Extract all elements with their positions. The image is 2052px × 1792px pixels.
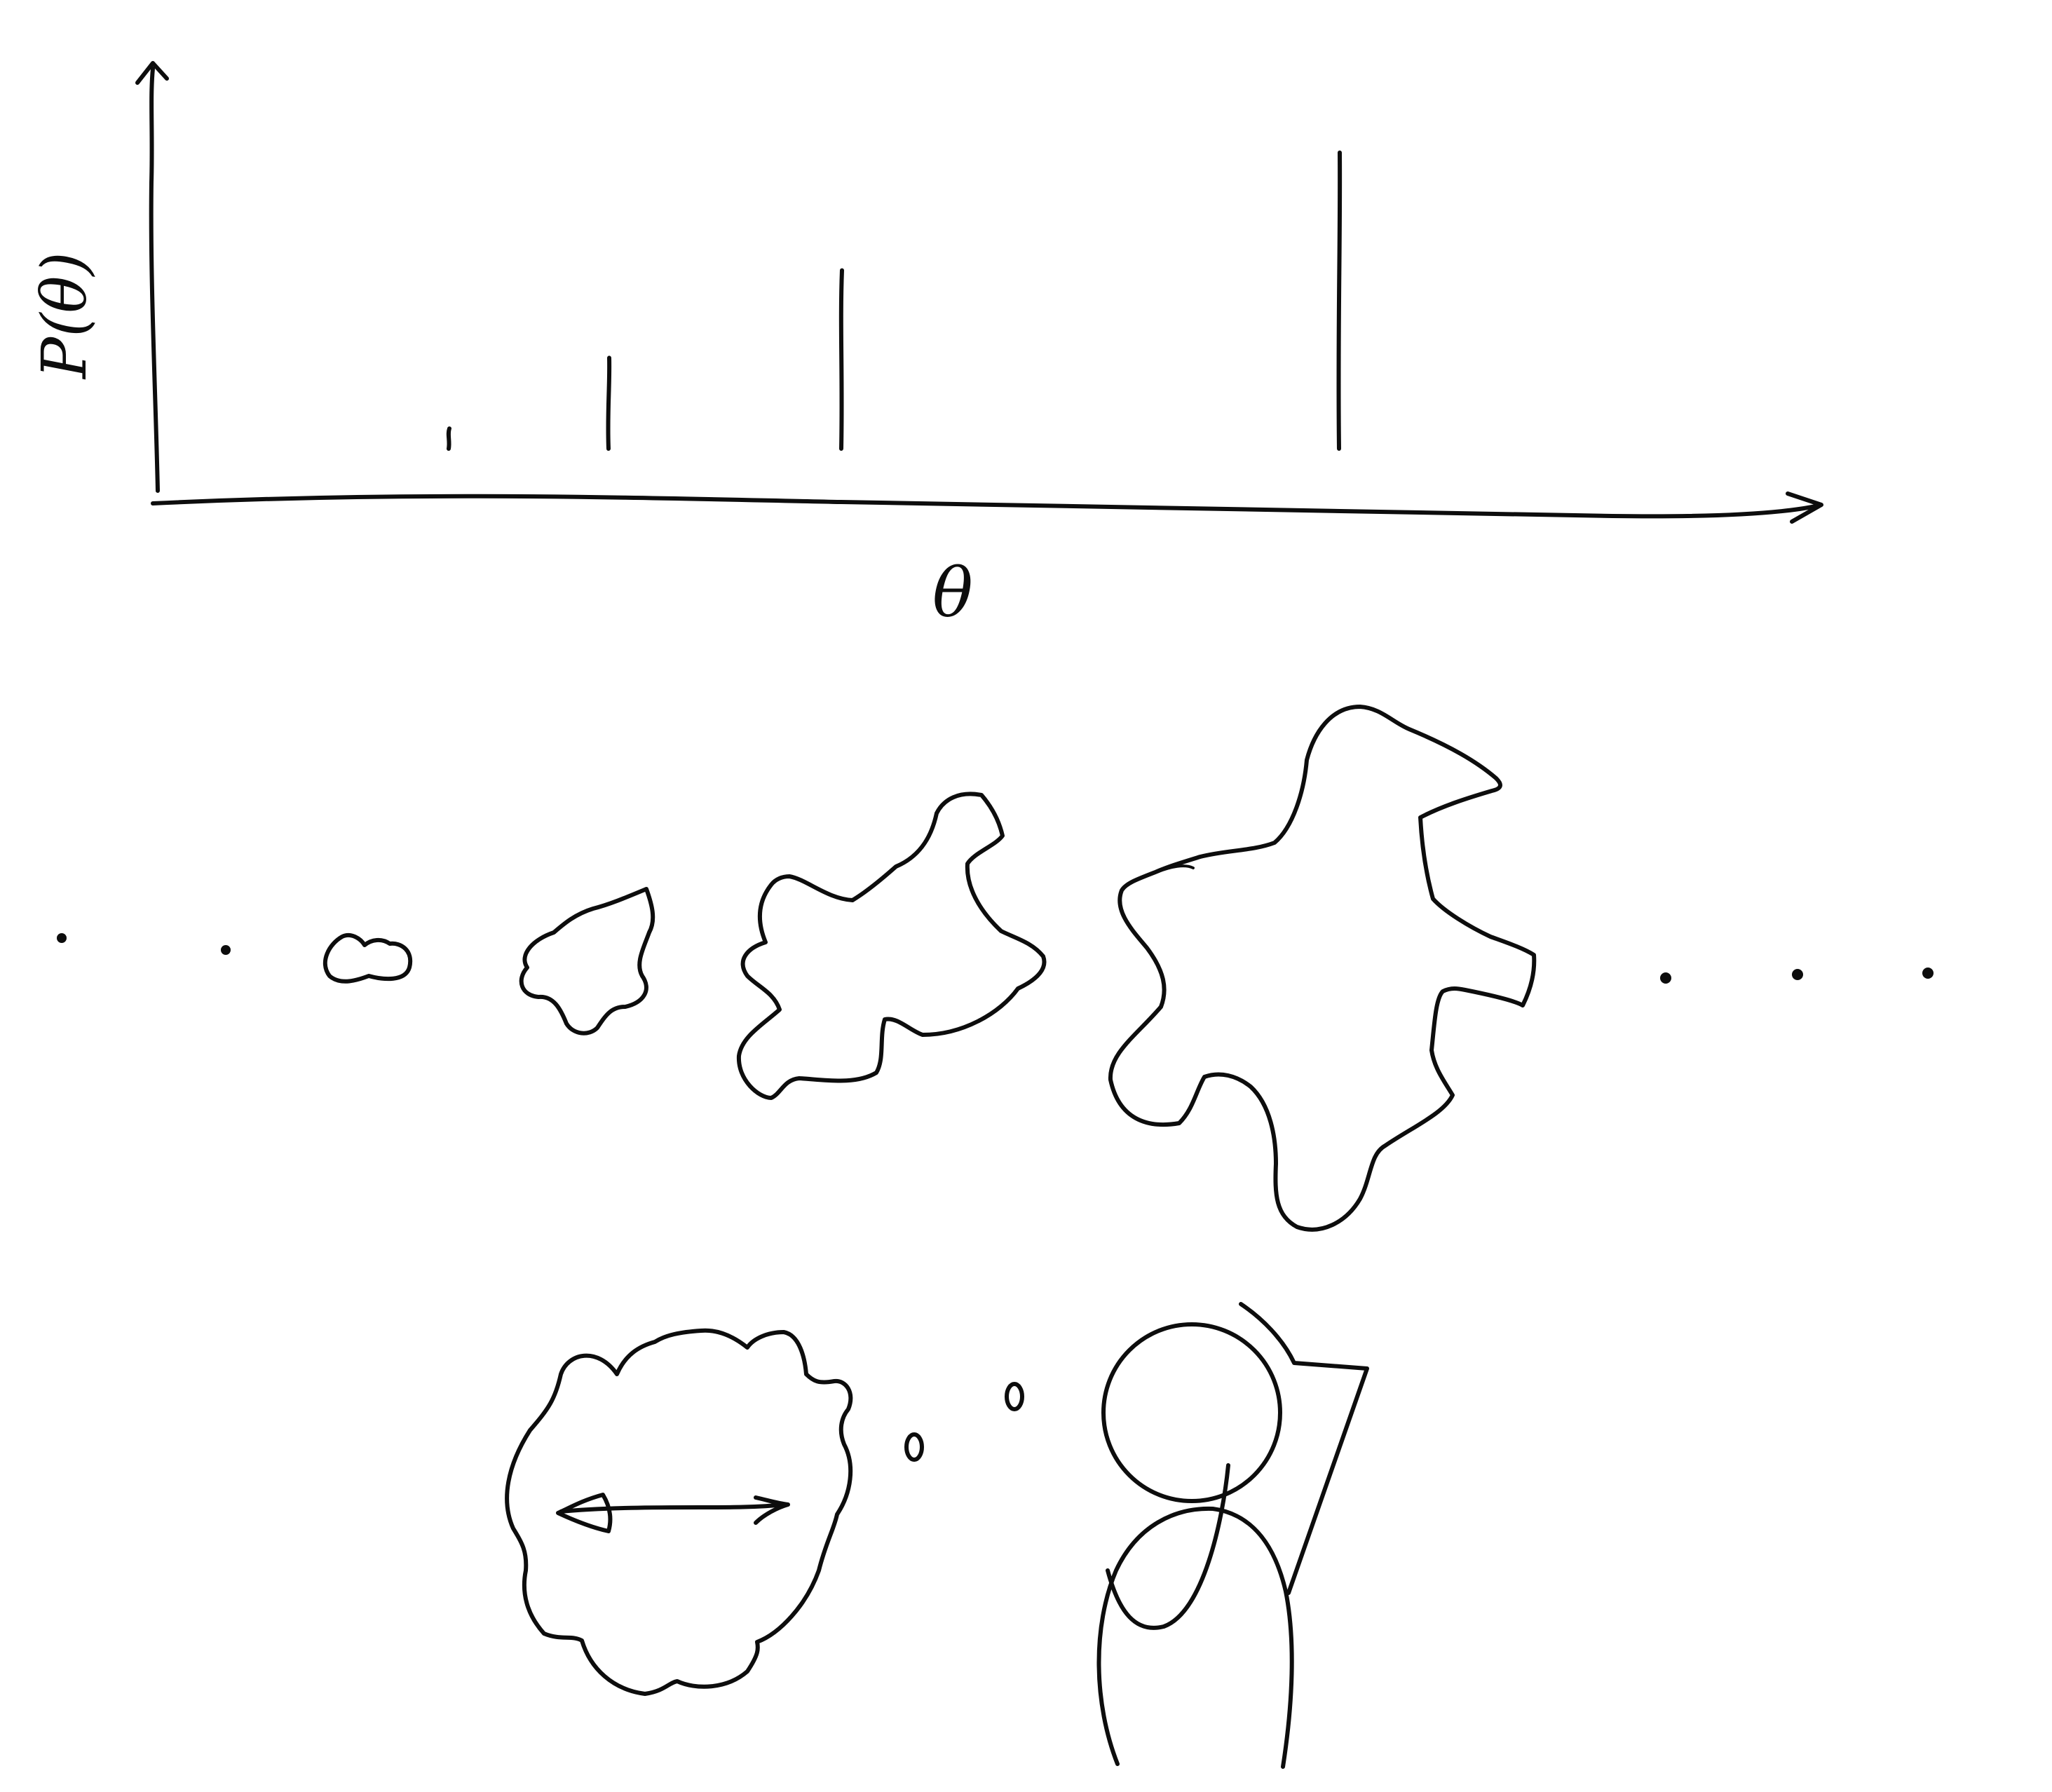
x-axis-line <box>151 494 1818 519</box>
blob-tiny <box>323 932 413 984</box>
thinking-figure <box>505 1302 1369 1769</box>
probability-spike-4 <box>1336 150 1343 451</box>
probability-spikes <box>446 150 1343 451</box>
shape-sequence <box>57 705 1934 1232</box>
blob-large-stray-mark <box>1155 864 1195 874</box>
person-arm <box>1106 1463 1230 1630</box>
ellipsis-dot-right-3 <box>1922 968 1934 979</box>
y-axis-line <box>149 67 160 493</box>
blob-small <box>519 887 655 1036</box>
x-axis-arrowhead <box>1786 491 1823 524</box>
probability-spike-2 <box>606 355 612 451</box>
double-arrow-right-head <box>754 1495 790 1525</box>
y-axis-arrowhead <box>135 61 169 85</box>
double-arrow-left-head <box>556 1493 613 1533</box>
blob-medium <box>736 792 1047 1100</box>
blob-large <box>1108 705 1537 1232</box>
plot-axes <box>135 61 1823 524</box>
thought-bubble-medium <box>1005 1382 1024 1411</box>
ellipsis-dot-right-1 <box>1660 972 1671 984</box>
person-raised-arm <box>1239 1302 1369 1595</box>
thought-bubble-small <box>904 1432 924 1462</box>
probability-spike-3 <box>838 268 844 451</box>
thought-cloud <box>505 1328 853 1696</box>
person-head <box>1101 1322 1282 1503</box>
ellipsis-dot-right-2 <box>1792 969 1803 980</box>
person-body <box>1096 1506 1294 1769</box>
ellipsis-dot-left-2 <box>221 945 231 955</box>
x-axis-label: θ <box>932 554 973 632</box>
double-arrow-icon <box>559 1502 787 1514</box>
ellipsis-dot-left-1 <box>57 933 67 943</box>
